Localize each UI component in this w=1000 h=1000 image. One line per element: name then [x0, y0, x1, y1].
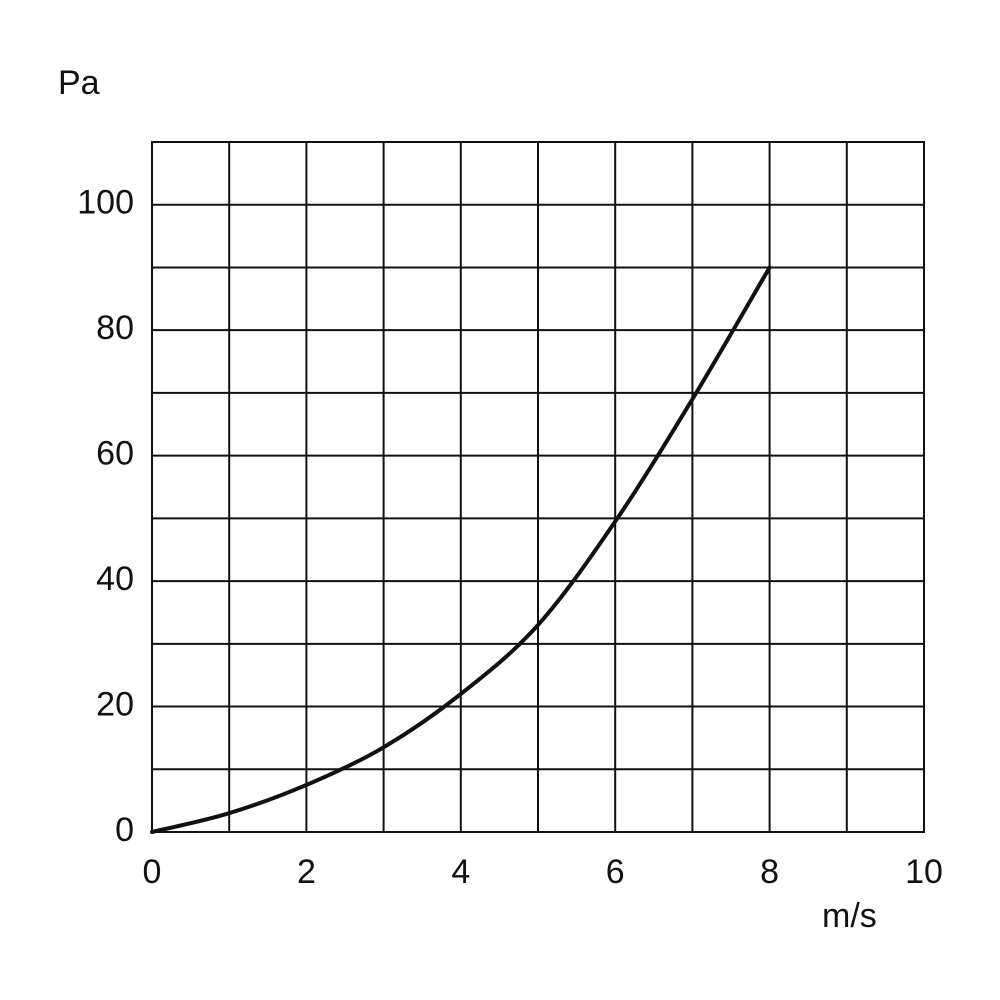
y-tick-label: 0 — [115, 811, 134, 849]
data-line — [150, 265, 772, 834]
y-tick-label: 40 — [96, 560, 134, 598]
y-tick-label: 100 — [77, 184, 134, 222]
y-tick-label: 80 — [96, 309, 134, 347]
y-axis-label: Pa — [58, 64, 100, 102]
x-tick-label: 2 — [297, 853, 316, 891]
x-tick-label: 8 — [760, 853, 779, 891]
x-tick-label: 4 — [451, 853, 470, 891]
x-tick-label: 10 — [905, 853, 943, 891]
x-tick-label: 0 — [143, 853, 162, 891]
y-tick-label: 20 — [96, 686, 134, 724]
x-axis-label: m/s — [822, 897, 877, 935]
y-tick-label: 60 — [96, 435, 134, 473]
x-tick-label: 6 — [606, 853, 625, 891]
